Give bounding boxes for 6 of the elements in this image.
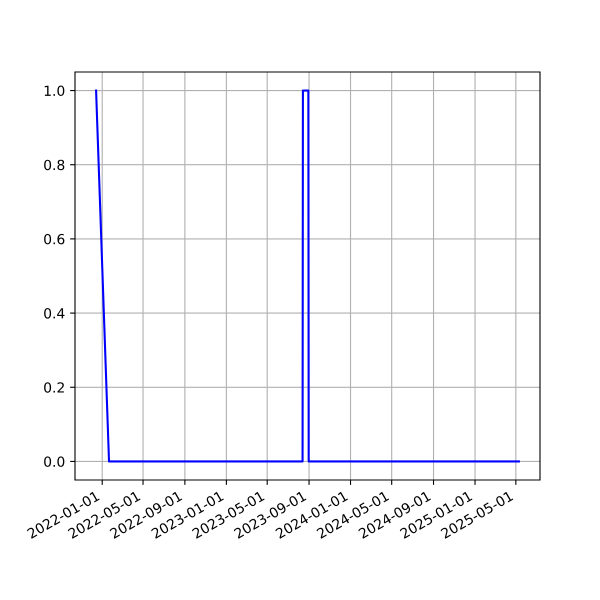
y-tick-label: 0.2 [44,382,64,393]
y-tick-label: 0.8 [44,160,64,170]
y-tick-label: 1.0 [44,86,64,96]
y-tick-label: 0.6 [44,234,64,244]
y-tick-label: 0.0 [44,456,64,467]
y-tick-label: 0.4 [44,308,64,319]
